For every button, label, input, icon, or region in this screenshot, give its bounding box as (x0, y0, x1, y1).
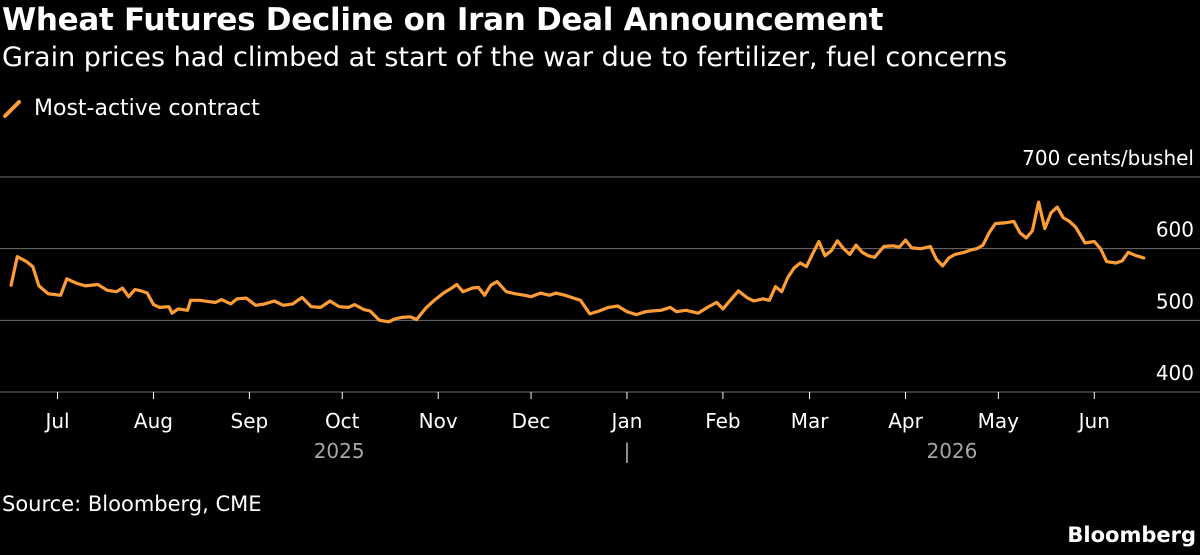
x-tick-label: Oct (325, 409, 360, 433)
y-tick-label: 400 (1156, 361, 1194, 385)
x-tick-label: Jan (610, 409, 643, 433)
x-tick-label: Dec (512, 409, 551, 433)
legend-label: Most-active contract (34, 96, 260, 121)
bloomberg-logo: Bloomberg (1067, 523, 1196, 547)
y-tick-label: 600 (1156, 218, 1194, 242)
chart-title: Wheat Futures Decline on Iran Deal Annou… (2, 2, 884, 38)
x-tick-label: Feb (705, 409, 740, 433)
source-note: Source: Bloomberg, CME (2, 492, 262, 516)
x-tick-label: Nov (419, 409, 458, 433)
year-label: 2026 (926, 439, 977, 463)
legend-swatch-icon (3, 99, 21, 118)
x-tick-label: Jul (43, 409, 69, 433)
x-tick-label: May (978, 409, 1020, 433)
x-tick-label: Sep (231, 409, 269, 433)
year-label: 2025 (314, 439, 365, 463)
x-tick-label: Apr (888, 409, 923, 433)
x-tick-label: Aug (134, 409, 173, 433)
chart-subtitle: Grain prices had climbed at start of the… (2, 42, 1008, 73)
legend: Most-active contract (2, 96, 260, 121)
x-tick-label: Jun (1077, 409, 1110, 433)
y-tick-label: 500 (1156, 289, 1194, 313)
series-line-0 (9, 200, 1146, 324)
x-tick-label: Mar (791, 409, 830, 433)
year-separator: | (624, 439, 631, 463)
y-tick-label: 700 cents/bushel (1022, 146, 1194, 170)
